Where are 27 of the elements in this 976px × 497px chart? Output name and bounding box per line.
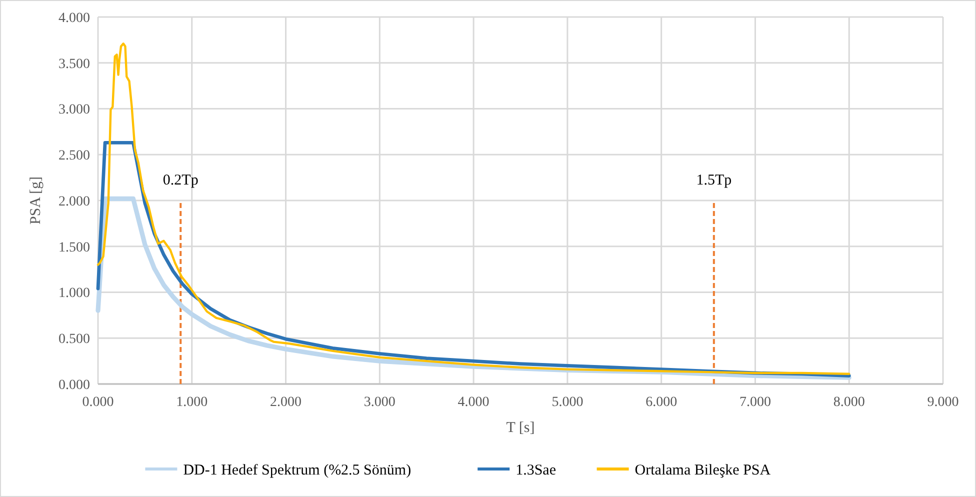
legend-label: DD-1 Hedef Spektrum (%2.5 Sönüm) [183,462,412,478]
legend-label: Ortalama Bileşke PSA [634,462,771,478]
y-tick-label: 3.500 [58,56,90,72]
y-tick-label: 0.000 [58,378,90,393]
ref-line-label: 1.5Tp [696,172,732,188]
x-tick-label: 6.000 [646,395,678,410]
y-tick-label: 1.500 [58,240,90,256]
x-tick-label: 8.000 [833,395,865,410]
x-axis-title: T [s] [506,420,535,436]
y-tick-label: 1.000 [58,286,90,302]
x-tick-label: 2.000 [270,395,302,410]
y-tick-label: 2.000 [58,194,90,210]
x-tick-label: 9.000 [927,395,959,410]
x-tick-label: 1.000 [176,395,208,410]
legend-label: 1.3Sae [516,462,556,478]
x-tick-label: 5.000 [552,395,584,410]
y-tick-label: 0.500 [58,332,90,348]
y-tick-label: 4.000 [58,10,90,26]
y-tick-label: 3.000 [58,102,90,118]
x-tick-label: 7.000 [739,395,771,410]
line-series [96,42,850,376]
x-tick-label: 4.000 [458,395,490,410]
y-tick-label: 2.500 [58,148,90,164]
x-tick-label: 3.000 [364,395,396,410]
x-tick-label: 0.000 [82,395,114,410]
ref-line-label: 0.2Tp [162,172,198,188]
y-axis-title: PSA [g] [28,176,44,224]
